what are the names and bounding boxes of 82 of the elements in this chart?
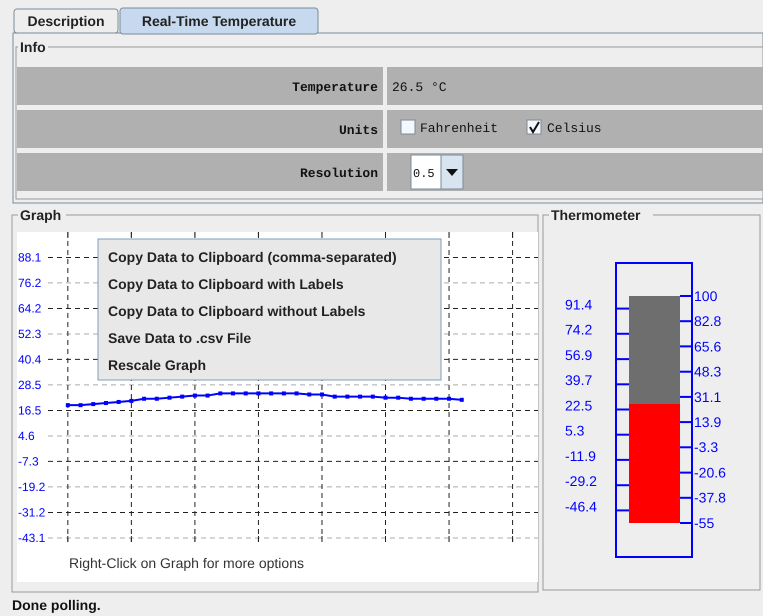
point <box>244 391 248 396</box>
y-tick-label: 16.5 <box>18 404 42 418</box>
point <box>116 400 121 404</box>
y-tick-label: -29.2 <box>565 473 598 490</box>
annotation: Save Data to .csv File <box>108 330 252 346</box>
y-tick-label: -11.9 <box>565 448 596 464</box>
point <box>282 391 286 396</box>
y2-tick-label: -55 <box>694 514 714 531</box>
point <box>91 402 96 406</box>
text: Resolution <box>300 166 378 181</box>
point <box>358 394 362 399</box>
annotation: Copy Data to Clipboard with Labels <box>108 276 344 292</box>
text: Right-Click on Graph for more options <box>69 555 304 571</box>
point <box>256 391 260 396</box>
point <box>384 396 388 400</box>
point <box>180 394 184 399</box>
point <box>104 401 108 406</box>
y-tick-label: 39.7 <box>565 372 592 388</box>
y-tick-label: -19.2 <box>18 480 46 494</box>
y-tick-label: 74.2 <box>565 322 592 338</box>
y2-tick-label: 13.9 <box>694 414 722 430</box>
annotation: Copy Data to Clipboard without Labels <box>108 303 366 319</box>
text: 26.5 °C <box>392 80 447 95</box>
text: Description <box>27 13 105 29</box>
point <box>460 398 464 402</box>
y-tick-label: -43.1 <box>18 531 46 546</box>
y-tick-label: 28.5 <box>18 378 42 392</box>
text: Done polling. <box>12 597 101 613</box>
y2-tick-label: 48.3 <box>694 364 722 380</box>
y2-tick-label: 82.8 <box>694 313 722 330</box>
point <box>447 396 452 401</box>
point <box>396 396 400 400</box>
point <box>269 391 274 396</box>
y2-tick-label: -3.3 <box>694 439 718 456</box>
point <box>332 394 337 399</box>
point <box>129 398 134 403</box>
point <box>167 396 172 400</box>
text: Real-Time Temperature <box>142 13 296 29</box>
y-tick-label: 91.4 <box>565 296 592 312</box>
y2-tick-label: -37.8 <box>694 490 726 506</box>
text: Info <box>20 39 46 55</box>
point <box>142 396 146 401</box>
y-tick-label: 56.9 <box>565 347 592 364</box>
point <box>307 392 312 396</box>
text: Temperature <box>292 80 378 95</box>
point <box>192 394 197 398</box>
point <box>206 394 210 398</box>
y-tick-label: 52.3 <box>18 327 42 342</box>
point <box>434 396 438 401</box>
text: 0.5 <box>413 167 435 181</box>
y2-tick-label: 31.1 <box>694 388 722 405</box>
y-tick-label: 88.1 <box>18 250 42 265</box>
point <box>66 403 70 408</box>
chart-title: Thermometer <box>551 207 642 223</box>
point <box>154 396 159 401</box>
chart-title: Graph <box>20 207 62 223</box>
y-tick-label: 5.3 <box>565 422 585 439</box>
annotation: Rescale Graph <box>108 357 206 373</box>
point <box>408 396 413 401</box>
point <box>345 394 350 399</box>
y-tick-label: -46.4 <box>565 498 598 514</box>
y2-tick-label: 65.6 <box>694 338 722 354</box>
point <box>231 391 236 396</box>
y-tick-label: 40.4 <box>18 352 42 367</box>
y2-tick-label: -20.6 <box>694 464 726 481</box>
point <box>218 391 222 396</box>
text: Units <box>338 123 378 138</box>
y-tick-label: 76.2 <box>18 276 42 290</box>
y-tick-label: 22.5 <box>565 397 592 414</box>
y-tick-label: 4.6 <box>18 429 36 444</box>
text: Celsius <box>547 121 602 136</box>
y2-tick-label: 100 <box>694 288 718 304</box>
annotation: Copy Data to Clipboard (comma-separated) <box>108 249 397 265</box>
point <box>78 403 83 408</box>
y-tick-label: -31.2 <box>18 506 46 520</box>
y-tick-label: -7.3 <box>18 454 40 469</box>
point <box>422 396 426 401</box>
point <box>320 392 324 396</box>
y-tick-label: 64.2 <box>18 302 42 316</box>
text: Fahrenheit <box>420 121 498 136</box>
point <box>294 391 299 396</box>
point <box>370 394 375 399</box>
